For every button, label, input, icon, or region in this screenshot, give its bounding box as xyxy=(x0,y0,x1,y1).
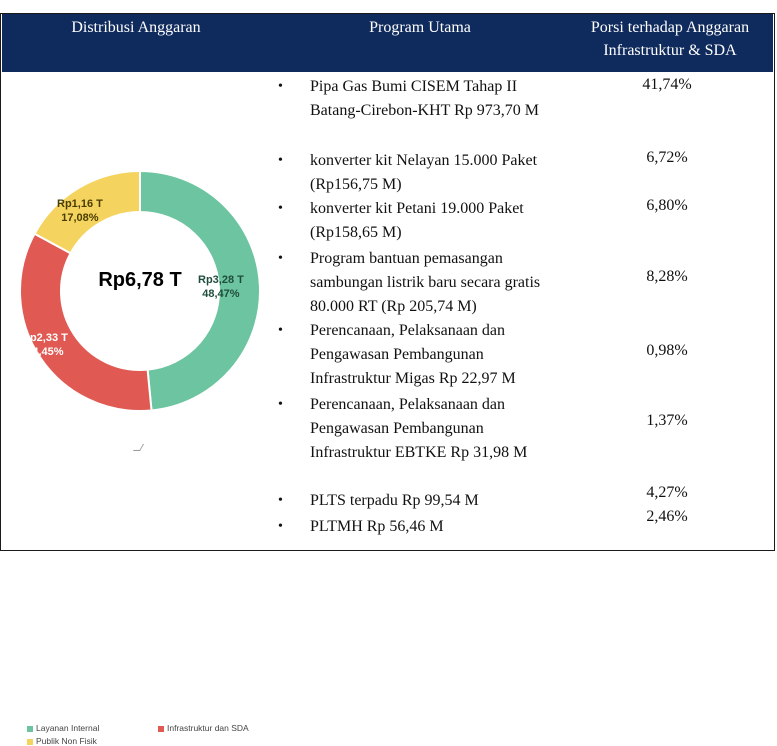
segment-label-publik: Rp1,16 T 17,08% xyxy=(57,197,103,225)
portion-value: 6,80% xyxy=(646,197,688,214)
legend-label-layanan: Layanan Internal xyxy=(36,723,100,733)
legend-label-publik: Publik Non Fisik xyxy=(36,736,97,746)
donut-segment-publik xyxy=(33,169,141,255)
donut-svg xyxy=(19,169,261,412)
program-text: PLTMH Rp 56,46 M xyxy=(310,518,444,535)
program-text: Pipa Gas Bumi CISEM Tahap II Batang-Cire… xyxy=(310,78,540,119)
bullet-icon: • xyxy=(278,251,283,266)
portion-value: 41,74% xyxy=(642,76,692,93)
program-text: konverter kit Petani 19.000 Paket (Rp158… xyxy=(310,200,524,241)
donut-chart: Rp6,78 T Rp3,28 T 48,47% Rp2,33 T 34,45%… xyxy=(10,160,270,746)
table-frame xyxy=(0,13,775,551)
segment-percent-layanan: 34,45% xyxy=(26,346,64,358)
bullet-icon: • xyxy=(278,79,283,94)
portion-value: 6,72% xyxy=(646,149,688,166)
header-porsi-line1: Porsi terhadap Anggaran xyxy=(590,19,750,36)
legend-item-publik: Publik Non Fisik xyxy=(27,736,97,746)
legend-label-infrastruktur: Infrastruktur dan SDA xyxy=(167,723,249,733)
segment-amount-layanan: Rp2,33 T xyxy=(22,332,68,344)
segment-label-infrastruktur: Rp3,28 T 48,47% xyxy=(198,273,244,301)
portion-value: 8,28% xyxy=(646,268,688,285)
segment-percent-infrastruktur: 48,47% xyxy=(202,288,240,300)
program-text: konverter kit Nelayan 15.000 Paket (Rp15… xyxy=(310,152,538,193)
program-text: PLTS terpadu Rp 99,54 M xyxy=(310,492,479,509)
segment-amount-infrastruktur: Rp3,28 T xyxy=(198,274,244,286)
header-porsi: Porsi terhadap Anggaran Infrastruktur & … xyxy=(570,14,770,62)
header-porsi-line2: Infrastruktur & SDA xyxy=(603,42,737,59)
portion-value: 0,98% xyxy=(646,342,688,359)
legend-swatch-publik xyxy=(27,738,33,745)
program-text: Program bantuan pemasangan sambungan lis… xyxy=(310,250,541,315)
table-header: Distribusi Anggaran Program Utama Porsi … xyxy=(2,14,773,72)
bullet-icon: • xyxy=(278,397,283,412)
program-text: Perencanaan, Pelaksanaan dan Pengawasan … xyxy=(310,396,528,461)
header-program: Program Utama xyxy=(369,19,471,36)
bullet-icon: • xyxy=(278,323,283,338)
legend-item-infrastruktur: Infrastruktur dan SDA xyxy=(158,723,249,733)
segment-percent-publik: 17,08% xyxy=(61,212,99,224)
portion-value: 2,46% xyxy=(646,508,688,525)
bullet-icon: • xyxy=(278,201,283,216)
segment-label-layanan: Rp2,33 T 34,45% xyxy=(22,331,68,359)
segment-amount-publik: Rp1,16 T xyxy=(57,198,103,210)
portion-value: 1,37% xyxy=(646,412,688,429)
bullet-icon: • xyxy=(278,493,283,508)
donut-segment-infrastruktur xyxy=(139,169,261,412)
portion-value: 4,27% xyxy=(646,484,688,501)
bullet-icon: • xyxy=(278,153,283,168)
legend-swatch-layanan xyxy=(27,725,33,732)
donut-center-total: Rp6,78 T xyxy=(98,269,182,291)
legend-swatch-infrastruktur xyxy=(158,725,164,732)
program-text: Perencanaan, Pelaksanaan dan Pengawasan … xyxy=(310,322,516,387)
header-distribusi: Distribusi Anggaran xyxy=(71,19,201,36)
bullet-icon: • xyxy=(278,519,283,534)
legend-item-layanan: Layanan Internal xyxy=(27,723,99,733)
donut-segment-layanan xyxy=(19,232,153,412)
